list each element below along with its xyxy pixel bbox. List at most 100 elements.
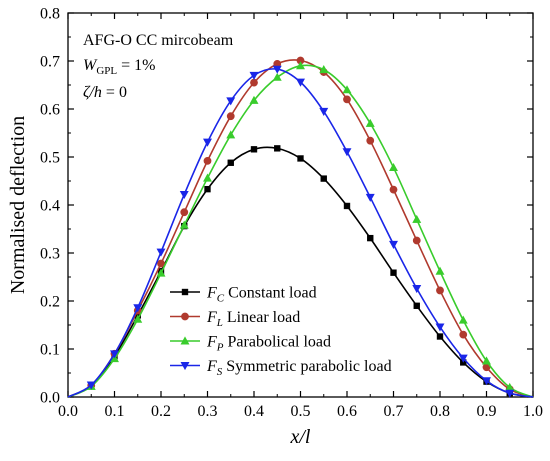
series-s-point	[296, 78, 305, 87]
series-s-point	[110, 350, 119, 359]
legend-description-s: Symmetric parabolic load	[222, 358, 391, 375]
series-s-point	[86, 381, 96, 390]
x-tick-label: 1.0	[523, 403, 543, 420]
series-c-point	[204, 185, 211, 193]
x-tick-label: 0.9	[477, 403, 497, 420]
series-p-point	[365, 118, 375, 127]
legend-label-c: FC Constant load	[206, 285, 317, 305]
series-s-point	[249, 71, 259, 80]
series-l-point	[203, 156, 212, 165]
y-axis-title: Normalised deflection	[7, 116, 29, 294]
series-s-point	[435, 323, 445, 332]
series-p-point	[482, 356, 491, 365]
series-p-point	[133, 314, 143, 323]
series-s-point	[319, 107, 329, 116]
series-s	[67, 65, 534, 398]
annotation-gpl-subscript: GPL	[96, 65, 117, 77]
y-tick-label: 0.5	[40, 150, 60, 167]
legend-description-l: Linear load	[223, 309, 300, 326]
annotation-position-symbol: ζ/h	[83, 84, 102, 101]
series-s-point	[179, 190, 189, 200]
series-p-point	[179, 220, 189, 229]
series-c-point	[413, 302, 420, 309]
legend-description-c: Constant load	[224, 285, 316, 302]
y-tick-label: 0.8	[40, 6, 60, 23]
series-c-point	[274, 145, 281, 152]
legend-item-l: FL Linear load	[170, 309, 300, 329]
x-tick-label: 0.8	[430, 403, 450, 420]
annotation-position-value: = 0	[102, 84, 127, 101]
series-c-point	[297, 155, 304, 162]
legend-symbol-l: F	[206, 309, 217, 326]
legend-item-p: FP Parabolical load	[170, 334, 331, 354]
legend-subscript-s: S	[217, 366, 223, 378]
series-s-point	[226, 97, 236, 106]
y-tick-label: 0.3	[40, 246, 60, 263]
legend-marker-l	[181, 312, 189, 321]
legend-item-s: FS Symmetric parabolic load	[170, 358, 392, 378]
series-c-point	[343, 202, 351, 210]
legend-subscript-l: L	[216, 317, 223, 329]
series-p-point	[226, 130, 236, 139]
x-tick-label: 0.5	[291, 403, 311, 420]
series-p-point	[319, 65, 329, 74]
y-tick-label: 0.6	[40, 102, 60, 119]
series-c-point	[250, 146, 258, 153]
x-tick-label: 0.2	[151, 403, 171, 420]
annotation-gpl-fraction: WGPL = 1%	[83, 57, 155, 77]
series-p-point	[296, 61, 305, 70]
series-p	[67, 61, 534, 398]
series-p-point	[156, 268, 166, 277]
legend-symbol-s: F	[206, 358, 217, 375]
legend-symbol-p: F	[206, 334, 217, 351]
series-p-point	[435, 266, 445, 275]
series-s-point	[133, 304, 143, 313]
series-l-point	[389, 185, 398, 194]
series-s-point	[272, 65, 282, 74]
series-c-point	[390, 269, 397, 276]
legend-marker-s	[180, 362, 190, 371]
series-p-point	[342, 85, 352, 94]
x-axis-title: x/l	[290, 426, 311, 448]
series-s-point	[389, 240, 398, 249]
x-tick-label: 0.1	[105, 403, 125, 420]
y-tick-label: 0.7	[40, 54, 60, 71]
annotation-gpl-symbol: W	[83, 57, 98, 74]
y-tick-label: 0.1	[40, 342, 60, 359]
legend-marker-p	[180, 336, 190, 345]
series-l-point	[226, 112, 235, 121]
y-tick-label: 0.2	[40, 294, 60, 311]
legend-item-c: FC Constant load	[170, 285, 317, 305]
series-l-point	[436, 286, 444, 295]
legend-description-p: Parabolical load	[224, 334, 332, 351]
legend-marker-c	[181, 288, 189, 296]
annotation-position: ζ/h = 0	[83, 84, 127, 101]
series-s-point	[458, 354, 468, 363]
x-tick-label: 0.4	[244, 403, 264, 420]
series-c-point	[436, 333, 444, 340]
series-c-point	[320, 175, 327, 182]
y-tick-label: 0.4	[40, 198, 60, 215]
series-s-point	[342, 148, 352, 157]
legend-label-p: FP Parabolical load	[206, 334, 331, 354]
x-tick-label: 0.7	[384, 403, 404, 420]
x-tick-label: 0.3	[198, 403, 218, 420]
y-tick-label: 0.0	[40, 390, 60, 407]
x-tick-label: 0.0	[58, 403, 78, 420]
annotation-gpl-value: = 1%	[117, 57, 155, 74]
series-p-point	[272, 72, 282, 81]
legend-label-s: FS Symmetric parabolic load	[206, 358, 392, 378]
series-s-point	[412, 285, 422, 294]
series-p-point	[203, 173, 212, 182]
axes: 0.0 0.1 0.2 0.3 0.4 0.5 0.6 0.7 0.8 0.9 1.0 0.0 0.1 0…	[7, 6, 543, 449]
legend-label-l: FL Linear load	[206, 309, 300, 329]
series-s-point	[505, 389, 515, 398]
series-l-point	[343, 95, 351, 104]
series-c-point	[367, 234, 374, 242]
legend-symbol-c: F	[206, 285, 217, 302]
series-layer	[67, 56, 534, 398]
series-c-point	[227, 159, 234, 166]
series-s-point	[156, 248, 166, 257]
